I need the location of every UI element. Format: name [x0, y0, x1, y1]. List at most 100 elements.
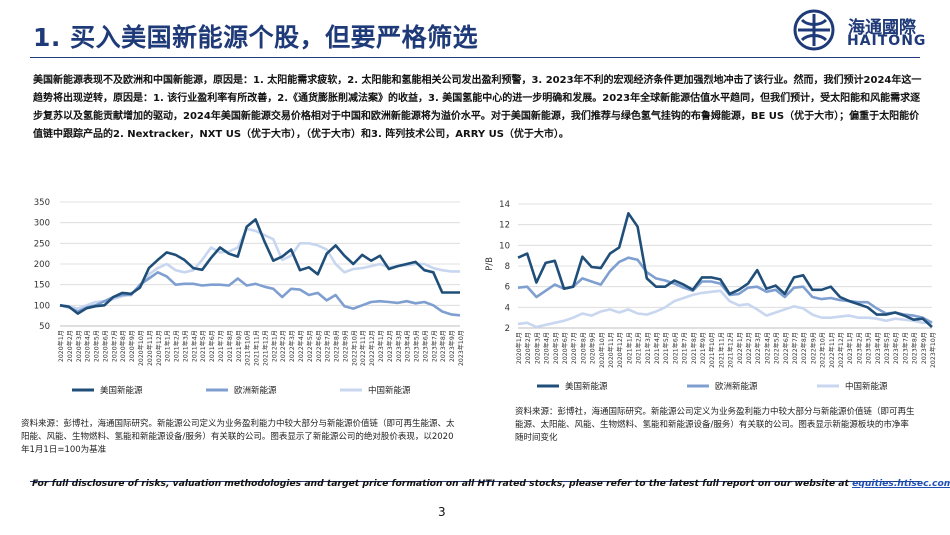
x-tick-label: 2023年5月 — [413, 330, 421, 362]
x-tick-label: 2020年7月 — [110, 330, 118, 362]
x-tick-label: 2023年8月 — [911, 332, 919, 364]
x-tick-label: 2021年8月 — [690, 332, 698, 364]
x-tick-label: 2021年7月 — [217, 330, 225, 362]
logo-text-chinese: 海通國際 — [848, 18, 916, 38]
x-tick-label: 2022年12月 — [837, 332, 845, 368]
x-tick-label: 2023年6月 — [421, 330, 429, 362]
chart-left-source-note: 资料来源：彭博社，海通国际研究。新能源公司定义为业务盈利能力中较大部分与新能源价… — [21, 419, 455, 455]
x-tick-label: 2021年1月 — [625, 332, 633, 364]
series-line-1 — [59, 271, 461, 317]
x-tick-label: 2023年7月 — [901, 332, 909, 364]
x-tick-label: 2022年2月 — [279, 330, 287, 362]
x-tick-label: 2021年9月 — [235, 330, 243, 362]
y-tick-label: 300 — [34, 219, 50, 229]
x-tick-label: 2022年10月 — [350, 330, 358, 366]
x-tick-label: 2022年4月 — [763, 332, 771, 364]
x-tick-label: 2023年3月 — [395, 330, 403, 362]
chart-right-source-note: 资料来源：彭博社，海通国际研究。新能源公司定义为业务盈利能力中较大部分与新能源价… — [515, 407, 915, 443]
x-tick-label: 2023年10月 — [929, 332, 937, 368]
y-tick-label: 8 — [505, 262, 510, 272]
x-tick-label: 2021年12月 — [727, 332, 735, 368]
x-tick-label: 2020年2月 — [66, 330, 74, 362]
x-tick-label: 2022年6月 — [315, 330, 323, 362]
legend-item: 美国新能源 — [537, 381, 608, 392]
x-tick-label: 2022年11月 — [359, 330, 367, 366]
x-tick-label: 2020年1月 — [57, 330, 65, 362]
x-tick-label: 2020年3月 — [75, 330, 83, 362]
x-tick-label: 2022年9月 — [809, 332, 817, 364]
x-tick-label: 2020年11月 — [607, 332, 615, 368]
x-tick-label: 2022年10月 — [819, 332, 827, 368]
x-tick-label: 2023年8月 — [439, 330, 447, 362]
y-tick-label: 6 — [505, 283, 510, 293]
y-axis-label: P/B — [485, 257, 495, 271]
x-tick-label: 2020年12月 — [155, 330, 163, 366]
x-tick-label: 2020年10月 — [598, 332, 606, 368]
legend-label: 欧洲新能源 — [234, 385, 277, 396]
x-tick-label: 2022年8月 — [800, 332, 808, 364]
x-tick-label: 2021年4月 — [653, 332, 661, 364]
y-tick-label: 4 — [505, 303, 510, 313]
x-tick-label: 2020年4月 — [543, 332, 551, 364]
x-tick-label: 2020年11月 — [146, 330, 154, 366]
x-tick-label: 2023年6月 — [892, 332, 900, 364]
x-tick-label: 2020年9月 — [128, 330, 136, 362]
legend-item: 欧洲新能源 — [687, 381, 758, 392]
x-tick-label: 2020年10月 — [137, 330, 145, 366]
x-tick-label: 2023年3月 — [865, 332, 873, 364]
x-tick-label: 2022年4月 — [297, 330, 305, 362]
x-tick-label: 2023年9月 — [448, 330, 456, 362]
website-link[interactable]: equities.htisec.com — [852, 478, 950, 489]
x-tick-label: 2021年9月 — [699, 332, 707, 364]
x-tick-label: 2020年6月 — [101, 330, 109, 362]
y-tick-label: 200 — [34, 260, 50, 270]
haitong-emblem-icon — [793, 9, 835, 51]
x-tick-label: 2021年10月 — [244, 330, 252, 366]
x-tick-label: 2022年9月 — [341, 330, 349, 362]
disclaimer-body: For full disclosure of risks, valuation … — [32, 478, 853, 489]
x-tick-label: 2021年10月 — [708, 332, 716, 368]
y-tick-label: 150 — [34, 281, 50, 291]
x-tick-label: 2022年7月 — [791, 332, 799, 364]
legend-item: 中国新能源 — [817, 381, 888, 392]
x-tick-label: 2020年9月 — [589, 332, 597, 364]
x-tick-label: 2023年10月 — [457, 330, 465, 366]
x-tick-label: 2020年7月 — [570, 332, 578, 364]
x-tick-label: 2021年1月 — [164, 330, 172, 362]
x-tick-label: 2022年3月 — [754, 332, 762, 364]
x-tick-label: 2022年1月 — [736, 332, 744, 364]
x-tick-label: 2020年3月 — [533, 332, 541, 364]
y-tick-label: 14 — [499, 200, 510, 210]
x-tick-label: 2022年12月 — [368, 330, 376, 366]
legend-item: 美国新能源 — [72, 385, 143, 396]
x-tick-label: 2021年12月 — [261, 330, 269, 366]
x-tick-label: 2021年7月 — [681, 332, 689, 364]
x-tick-label: 2022年5月 — [773, 332, 781, 364]
x-tick-label: 2022年5月 — [306, 330, 314, 362]
series-line-1 — [517, 256, 933, 324]
x-tick-label: 2023年1月 — [846, 332, 854, 364]
x-tick-label: 2021年11月 — [253, 330, 261, 366]
x-tick-label: 2023年9月 — [920, 332, 928, 364]
x-tick-label: 2023年2月 — [386, 330, 394, 362]
x-tick-label: 2020年1月 — [515, 332, 523, 364]
x-tick-label: 2021年2月 — [635, 332, 643, 364]
series-line-0 — [59, 218, 460, 315]
y-tick-label: 10 — [499, 241, 510, 251]
x-tick-label: 2023年4月 — [404, 330, 412, 362]
legend-label: 中国新能源 — [368, 385, 411, 396]
x-tick-label: 2023年7月 — [430, 330, 438, 362]
x-tick-label: 2020年12月 — [616, 332, 624, 368]
legend-label: 美国新能源 — [565, 381, 608, 392]
x-tick-label: 2022年8月 — [333, 330, 341, 362]
x-tick-label: 2023年1月 — [377, 330, 385, 362]
y-tick-label: 350 — [34, 198, 50, 208]
x-tick-label: 2023年2月 — [855, 332, 863, 364]
x-tick-label: 2020年6月 — [561, 332, 569, 364]
x-tick-label: 2022年1月 — [270, 330, 278, 362]
series-line-2 — [517, 289, 933, 329]
legend-label: 美国新能源 — [100, 385, 143, 396]
x-tick-label: 2022年7月 — [324, 330, 332, 362]
y-tick-label: 250 — [34, 239, 50, 249]
